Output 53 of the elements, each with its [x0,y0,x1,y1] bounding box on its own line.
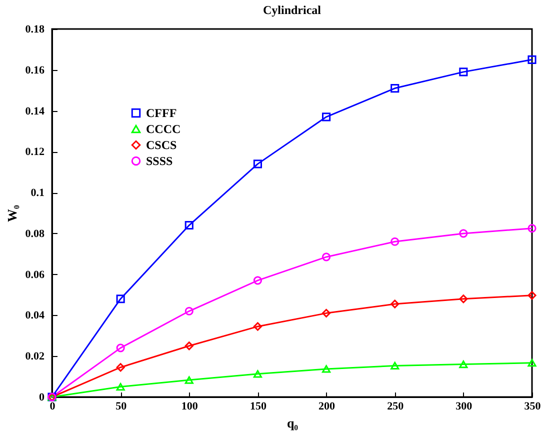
legend-label: SSSS [146,154,174,168]
x-tick-label: 350 [524,400,542,412]
point [528,291,536,300]
point [184,306,194,316]
x-tick-label: 50 [116,400,128,412]
point [184,220,194,230]
point [322,252,331,262]
point [253,276,262,285]
legend-label: CCCC [146,122,181,136]
y-tick-label: 0.18 [25,24,45,36]
point [322,365,331,373]
point [528,359,536,367]
point [116,294,125,304]
point [390,237,400,246]
point [528,224,536,233]
y-axis-title: W₀ [4,204,20,222]
point [253,160,262,168]
y-tick-label: 0.04 [25,310,45,322]
x-tick-label: 0 [50,400,56,412]
y-tick-label: 0.08 [25,228,45,240]
point [459,360,468,368]
point [184,376,194,384]
y-tick-label: 0.1 [30,187,44,200]
point [528,55,536,64]
point [322,308,331,318]
point [390,84,400,93]
x-tick-label: 250 [387,400,404,412]
point [116,344,125,352]
point [390,362,400,370]
point [253,322,262,331]
legend-label: CSCS [146,138,178,152]
y-tick-label: 0.02 [25,350,45,363]
x-tick-label: 200 [318,400,336,412]
legend-label: CFFF [146,106,177,120]
point [390,300,400,308]
y-tick-label: 0.12 [25,146,45,158]
point [253,370,262,378]
point [116,363,125,372]
point [459,294,468,304]
chart-title: Cylindrical [262,3,322,17]
point [322,112,331,122]
x-tick-label: 150 [250,400,267,412]
x-tick-label: 100 [181,400,198,412]
y-tick-label: 0.16 [25,64,45,76]
y-tick-label: 0 [39,392,45,404]
point [459,68,468,76]
point [184,342,194,350]
x-axis-title: q₀ [286,416,298,430]
y-tick-label: 0.06 [25,268,45,281]
point [116,382,125,391]
x-tick-label: 300 [456,400,473,412]
y-tick-label: 0.14 [25,105,45,118]
point [459,229,468,238]
